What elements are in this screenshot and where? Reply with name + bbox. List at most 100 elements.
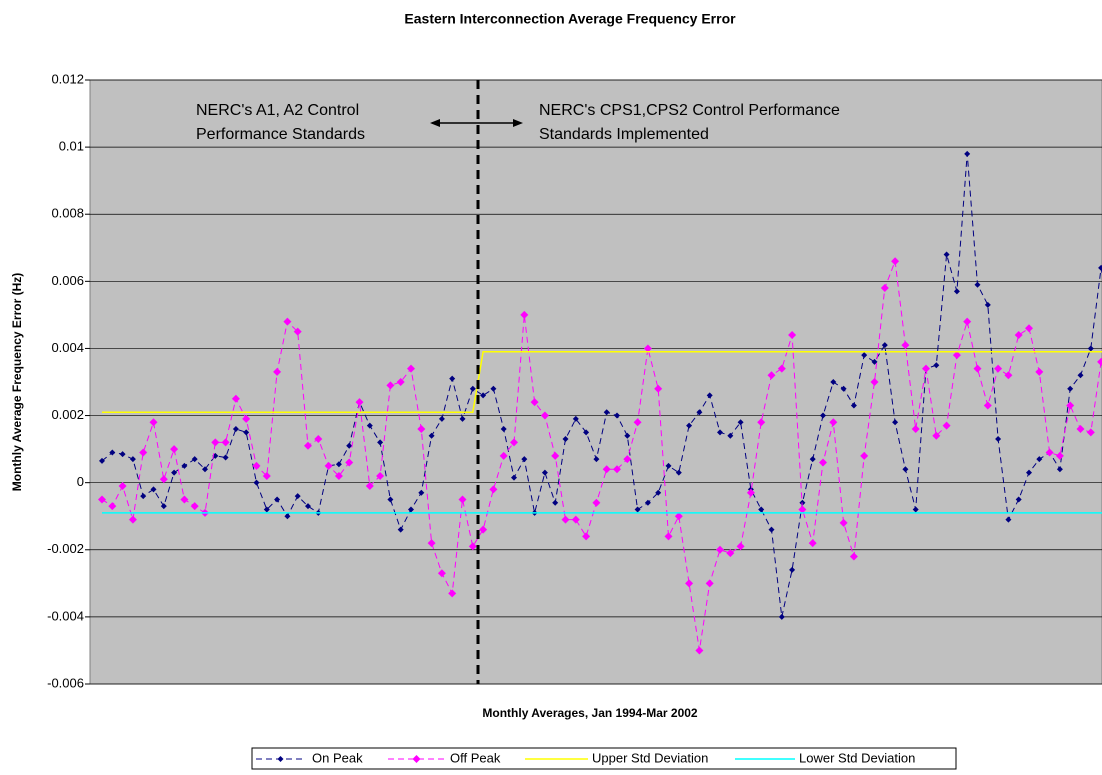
plot-area	[89, 79, 1102, 685]
point	[284, 513, 291, 520]
point	[418, 489, 425, 496]
point	[242, 414, 251, 423]
point	[912, 506, 919, 513]
point	[1004, 371, 1013, 380]
point	[1066, 401, 1075, 410]
point	[603, 409, 610, 416]
point	[386, 381, 395, 390]
point	[943, 251, 950, 258]
point	[860, 451, 869, 460]
legend-box	[251, 747, 957, 770]
point	[994, 364, 1003, 373]
point	[1067, 385, 1074, 392]
point	[1076, 424, 1085, 433]
point	[191, 456, 198, 463]
legend-marker	[412, 755, 421, 763]
point	[1086, 428, 1095, 437]
annotation: Standards Implemented	[539, 126, 709, 143]
point	[973, 364, 982, 373]
y-tick-label: 0	[77, 474, 84, 489]
point	[479, 525, 488, 534]
point	[530, 398, 539, 407]
point	[253, 479, 260, 486]
point	[458, 495, 467, 504]
point	[140, 493, 147, 500]
point	[293, 327, 302, 336]
point	[789, 566, 796, 573]
point	[365, 482, 374, 491]
point	[633, 418, 642, 427]
point	[1098, 264, 1102, 271]
point	[727, 432, 734, 439]
point	[614, 412, 620, 419]
point	[675, 469, 682, 476]
point	[655, 489, 662, 496]
point	[129, 456, 136, 463]
point	[119, 451, 126, 458]
point	[881, 342, 888, 349]
point	[511, 474, 517, 481]
y-tick-label: 0.006	[51, 273, 84, 288]
point	[788, 331, 797, 340]
point	[231, 394, 240, 403]
point	[1036, 456, 1043, 463]
point	[387, 496, 394, 503]
point	[1025, 324, 1033, 333]
point	[355, 398, 364, 407]
point	[643, 344, 652, 353]
point	[159, 475, 168, 484]
point	[820, 412, 826, 419]
point	[922, 364, 930, 373]
legend-label: Off Peak	[450, 750, 501, 765]
point	[1014, 331, 1023, 340]
point	[222, 454, 229, 461]
x-axis-title: Monthly Averages, Jan 1994-Mar 2002	[482, 706, 698, 720]
point	[861, 352, 868, 359]
point	[489, 485, 498, 494]
point	[150, 486, 157, 493]
y-tick-label: 0.002	[51, 407, 84, 422]
point	[665, 462, 672, 469]
point	[737, 419, 744, 426]
point	[830, 379, 837, 385]
point	[469, 385, 476, 392]
point	[624, 432, 631, 439]
point	[448, 589, 457, 598]
point	[345, 458, 354, 467]
point	[572, 415, 579, 422]
point	[623, 455, 632, 464]
point	[758, 506, 765, 513]
point	[128, 515, 137, 524]
point	[108, 502, 117, 511]
point	[139, 448, 148, 457]
point	[552, 499, 559, 506]
point	[562, 436, 569, 443]
point	[510, 438, 518, 447]
point	[829, 418, 838, 427]
point	[427, 539, 436, 548]
point	[983, 401, 992, 410]
point	[602, 465, 611, 474]
point	[892, 419, 899, 426]
point	[273, 367, 282, 376]
point	[449, 375, 456, 382]
point	[736, 542, 745, 551]
point	[964, 150, 971, 157]
point	[181, 462, 188, 469]
point	[149, 418, 158, 427]
point	[798, 505, 807, 514]
point	[262, 471, 271, 480]
legend-marker	[277, 756, 284, 762]
point	[778, 613, 785, 620]
point	[1015, 496, 1022, 503]
point	[274, 496, 281, 503]
point	[109, 449, 116, 456]
point	[901, 341, 910, 350]
point	[551, 451, 560, 460]
point	[190, 502, 199, 511]
y-tick-label: 0.008	[51, 206, 84, 221]
point	[870, 378, 879, 386]
point	[314, 435, 323, 444]
legend-label: On Peak	[312, 750, 363, 765]
point	[468, 542, 477, 551]
